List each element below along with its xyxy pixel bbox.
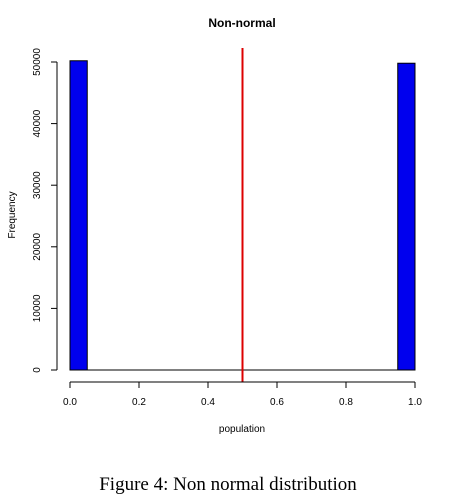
figure-caption: Figure 4: Non normal distribution (99, 474, 357, 495)
x-tick-label-2: 0.4 (201, 397, 215, 408)
y-tick-label-3: 30000 (32, 171, 43, 199)
y-tick-label-4: 40000 (32, 109, 43, 137)
y-tick-label-5: 50000 (32, 48, 43, 76)
x-tick-label-3: 0.6 (270, 397, 284, 408)
x-tick-label-1: 0.2 (132, 397, 146, 408)
chart-title: Non-normal (208, 16, 275, 30)
x-tick-label-4: 0.8 (339, 397, 353, 408)
histogram-bar-0 (69, 60, 88, 371)
x-tick-label-0: 0.0 (63, 397, 77, 408)
y-axis: 0 10000 20000 30000 40000 50000 (32, 48, 58, 373)
histogram-bar-1 (397, 62, 416, 371)
x-axis: 0.0 0.2 0.4 0.6 0.8 1.0 (63, 381, 422, 408)
plot-area (69, 48, 416, 382)
y-tick-label-1: 10000 (32, 294, 43, 322)
x-axis-label: population (219, 424, 265, 435)
y-axis-label: Frequency (7, 191, 18, 238)
histogram-chart: Non-normal 0.0 0.2 0.4 0.6 0.8 1.0 0 10000 2000… (7, 16, 422, 435)
x-tick-label-5: 1.0 (408, 397, 422, 408)
y-tick-label-2: 20000 (32, 232, 43, 260)
y-tick-label-0: 0 (32, 367, 43, 373)
